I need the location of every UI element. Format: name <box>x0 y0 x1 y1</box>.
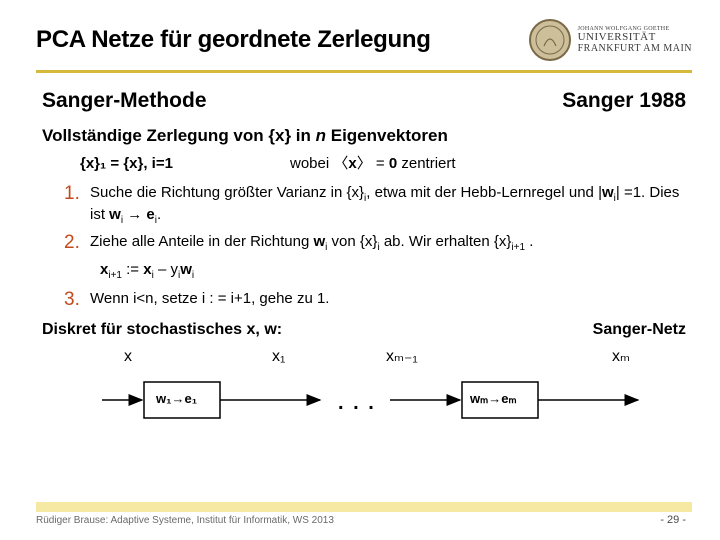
diagram-wm: wₘ→eₘ <box>470 390 517 408</box>
step-2: Ziehe alle Anteile in der Richtung wi vo… <box>64 232 686 255</box>
step-3: Wenn i<n, setze i : = i+1, gehe zu 1. <box>64 289 686 309</box>
step-1: Suche die Richtung größter Varianz in {x… <box>64 183 686 228</box>
university-logo: JOHANN WOLFGANG GOETHE UNIVERSITÄT FRANK… <box>528 18 692 62</box>
subheading-right: Sanger 1988 <box>562 87 686 115</box>
logo-line1: UNIVERSITÄT <box>578 32 692 44</box>
footer-band <box>36 502 692 512</box>
page-number: - 29 - <box>660 514 686 526</box>
algorithm-steps: Suche die Richtung größter Varianz in {x… <box>64 183 686 255</box>
sanger-net-label: Sanger-Netz <box>593 319 686 341</box>
logo-line2: FRANKFURT AM MAIN <box>578 44 692 55</box>
algorithm-steps-cont: Wenn i<n, setze i : = i+1, gehe zu 1. <box>64 289 686 309</box>
network-diagram: x x₁ xₘ₋₁ xₘ . . . <box>82 346 686 446</box>
seal-icon <box>528 18 572 62</box>
discrete-heading: Diskret für stochastisches x, w: <box>42 319 282 341</box>
update-equation: xi+1 := xi – yiwi <box>100 260 686 283</box>
diagram-w1: w₁→e₁ <box>156 390 197 408</box>
page-title: PCA Netze für geordnete Zerlegung <box>36 26 431 54</box>
footer-text: Rüdiger Brause: Adaptive Systeme, Instit… <box>36 515 334 526</box>
subheading-left: Sanger-Methode <box>42 87 207 115</box>
full-decomposition-heading: Vollständige Zerlegung von {x} in n Eige… <box>42 125 686 148</box>
initialization-row: {x}₁ = {x}, i=1 wobei 〈x〉 = 0 zentriert <box>80 154 686 174</box>
